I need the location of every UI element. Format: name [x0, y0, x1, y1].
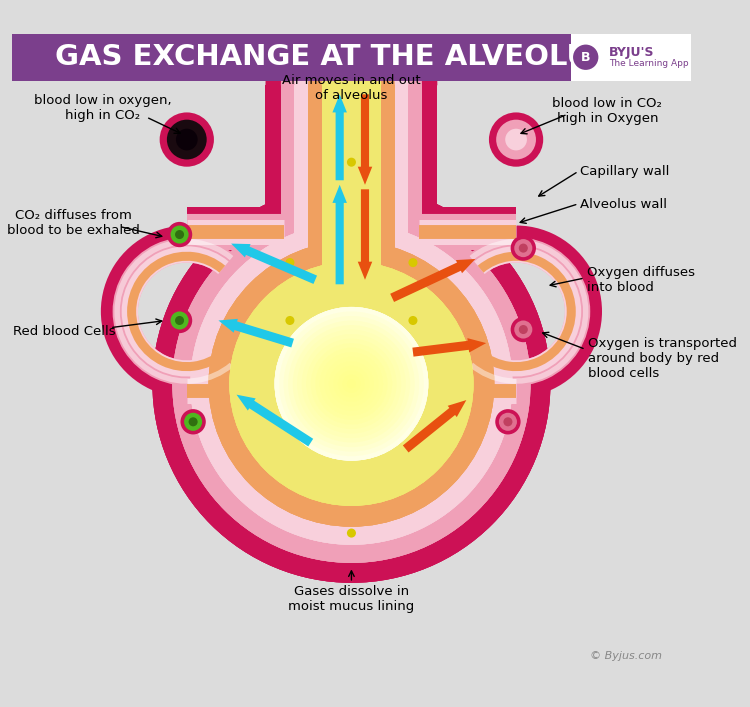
Circle shape: [499, 413, 517, 431]
Bar: [266, 86, 437, 286]
Circle shape: [170, 312, 188, 329]
Wedge shape: [112, 238, 235, 385]
Circle shape: [175, 230, 184, 239]
Circle shape: [190, 223, 512, 545]
Circle shape: [503, 417, 512, 426]
Circle shape: [274, 307, 428, 461]
Circle shape: [286, 258, 295, 267]
Circle shape: [519, 325, 528, 334]
Wedge shape: [122, 246, 229, 377]
Circle shape: [184, 413, 203, 431]
Circle shape: [209, 241, 494, 527]
Circle shape: [160, 112, 214, 167]
Circle shape: [230, 262, 473, 506]
Bar: [280, 86, 422, 286]
Text: The Learning App: The Learning App: [609, 59, 688, 68]
Circle shape: [167, 222, 192, 247]
Circle shape: [190, 223, 512, 545]
Text: Red blood Cells: Red blood Cells: [13, 325, 116, 338]
Text: Capillary wall: Capillary wall: [580, 165, 670, 177]
Wedge shape: [115, 239, 233, 384]
Wedge shape: [469, 238, 590, 385]
Circle shape: [152, 185, 550, 583]
Circle shape: [181, 409, 206, 435]
Bar: [322, 86, 381, 286]
Text: Oxygen diffuses
into blood: Oxygen diffuses into blood: [586, 266, 694, 294]
Circle shape: [188, 417, 198, 426]
Wedge shape: [266, 0, 437, 86]
Text: Oxygen is transported
around body by red
blood cells: Oxygen is transported around body by red…: [587, 337, 736, 380]
Text: Air moves in and out
of alveolus: Air moves in and out of alveolus: [282, 74, 421, 102]
Circle shape: [347, 158, 356, 167]
Circle shape: [514, 239, 532, 257]
Circle shape: [573, 45, 598, 70]
Circle shape: [274, 307, 428, 461]
Circle shape: [511, 235, 536, 261]
Circle shape: [167, 308, 192, 333]
Circle shape: [489, 112, 543, 167]
Circle shape: [172, 205, 530, 563]
FancyArrow shape: [236, 395, 314, 446]
FancyArrow shape: [332, 185, 347, 284]
Wedge shape: [100, 226, 242, 397]
Circle shape: [175, 316, 184, 325]
FancyArrow shape: [218, 319, 294, 347]
Wedge shape: [127, 252, 225, 371]
Bar: [12, 34, 691, 81]
Circle shape: [167, 119, 207, 160]
Bar: [572, 34, 691, 81]
Circle shape: [511, 317, 536, 342]
Text: B: B: [581, 51, 590, 64]
Circle shape: [274, 307, 428, 461]
FancyArrow shape: [413, 338, 486, 356]
Circle shape: [176, 129, 198, 151]
Text: GAS EXCHANGE AT THE ALVEOLUS: GAS EXCHANGE AT THE ALVEOLUS: [56, 43, 611, 71]
Circle shape: [209, 241, 494, 527]
Circle shape: [190, 223, 512, 545]
Circle shape: [409, 258, 418, 267]
Wedge shape: [474, 246, 581, 377]
Circle shape: [152, 185, 550, 583]
FancyArrow shape: [332, 94, 347, 180]
Text: Gases dissolve in
moist mucus lining: Gases dissolve in moist mucus lining: [288, 585, 415, 613]
Circle shape: [514, 320, 532, 339]
FancyArrow shape: [358, 94, 372, 185]
Circle shape: [286, 316, 295, 325]
Wedge shape: [470, 239, 589, 384]
Wedge shape: [295, 28, 409, 86]
Bar: [295, 86, 409, 286]
Text: blood low in oxygen,
high in CO₂: blood low in oxygen, high in CO₂: [34, 94, 172, 122]
Text: BYJU'S: BYJU'S: [609, 46, 655, 59]
Text: © Byjus.com: © Byjus.com: [590, 650, 662, 660]
Text: Alveolus wall: Alveolus wall: [580, 198, 668, 211]
Bar: [12, 34, 691, 81]
FancyArrow shape: [358, 189, 372, 280]
FancyArrow shape: [403, 400, 466, 452]
Circle shape: [230, 262, 473, 506]
Circle shape: [347, 529, 356, 537]
Circle shape: [209, 241, 494, 527]
Circle shape: [152, 185, 550, 583]
Wedge shape: [280, 15, 422, 86]
FancyArrow shape: [390, 259, 476, 302]
Circle shape: [496, 119, 536, 160]
Bar: [308, 86, 394, 286]
Text: blood low in CO₂
high in Oxygen: blood low in CO₂ high in Oxygen: [553, 97, 662, 124]
FancyArrow shape: [231, 244, 317, 284]
Circle shape: [170, 226, 188, 244]
Circle shape: [519, 244, 528, 252]
Wedge shape: [308, 42, 394, 86]
Text: CO₂ diffuses from
blood to be exhaled: CO₂ diffuses from blood to be exhaled: [8, 209, 140, 237]
Wedge shape: [478, 252, 576, 371]
Circle shape: [506, 129, 527, 151]
Circle shape: [230, 262, 473, 506]
Circle shape: [172, 205, 530, 563]
Circle shape: [409, 316, 418, 325]
Circle shape: [495, 409, 520, 435]
Wedge shape: [322, 55, 381, 86]
Circle shape: [172, 205, 530, 563]
Wedge shape: [460, 226, 602, 397]
